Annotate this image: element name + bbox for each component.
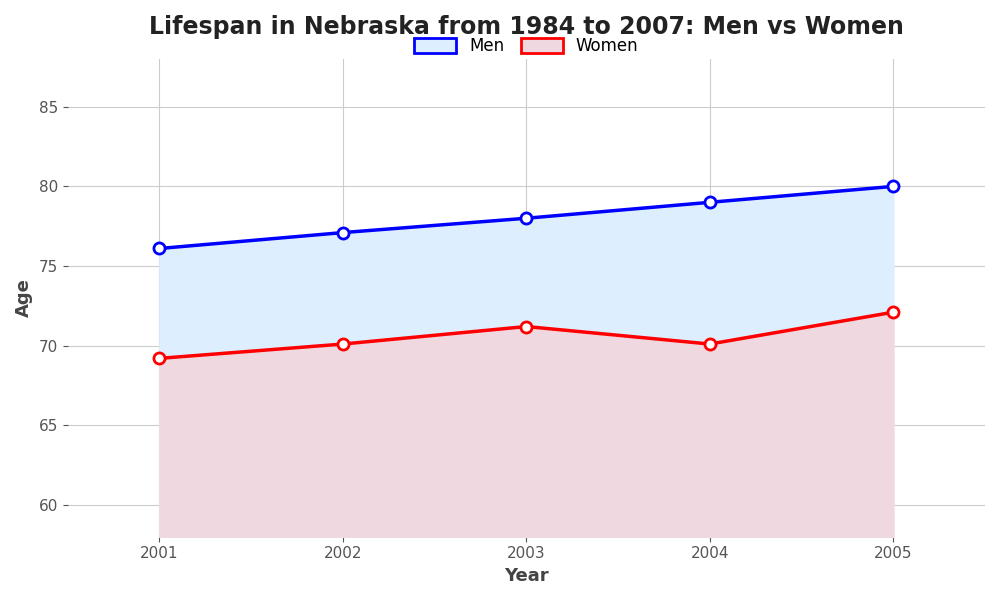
Legend: Men, Women: Men, Women (406, 29, 647, 64)
X-axis label: Year: Year (504, 567, 549, 585)
Y-axis label: Age: Age (15, 278, 33, 317)
Title: Lifespan in Nebraska from 1984 to 2007: Men vs Women: Lifespan in Nebraska from 1984 to 2007: … (149, 15, 904, 39)
